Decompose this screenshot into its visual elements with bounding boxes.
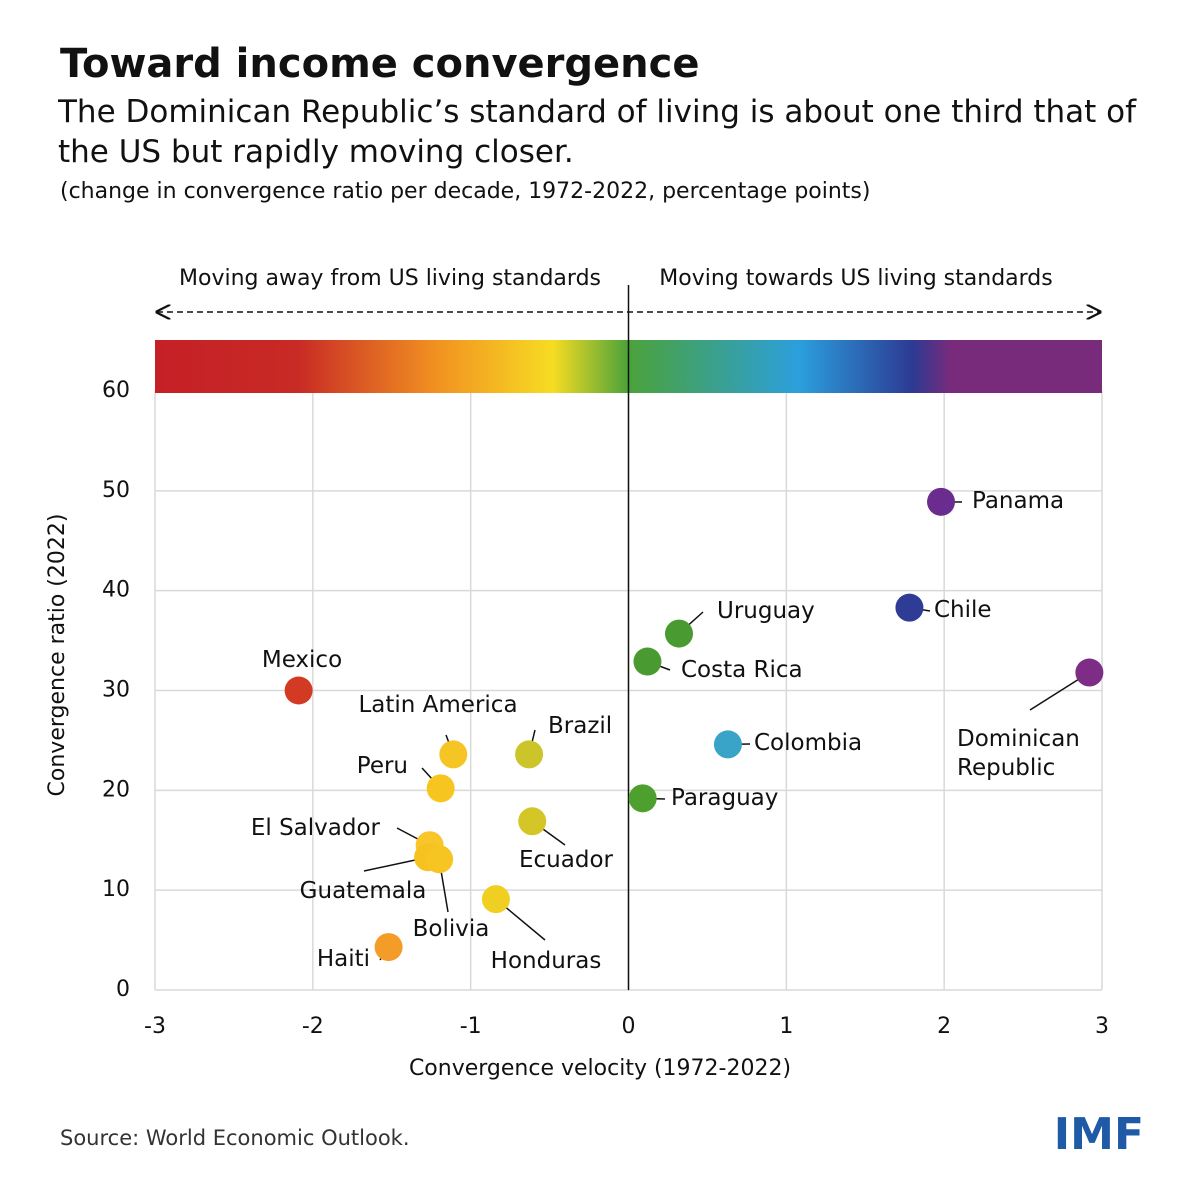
point-label: Colombia	[754, 730, 863, 756]
logo: IMF	[1054, 1109, 1144, 1160]
x-tick-label: -3	[144, 1014, 166, 1039]
x-tick-label: 0	[622, 1014, 636, 1039]
x-tick-label: 3	[1095, 1014, 1109, 1039]
point	[633, 647, 662, 676]
point-label: Chile	[934, 597, 992, 623]
point	[425, 845, 454, 874]
point	[515, 740, 544, 769]
point	[628, 784, 657, 813]
point-label: Paraguay	[671, 785, 779, 811]
x-tick-label: 1	[779, 1014, 793, 1039]
marks	[284, 487, 1104, 962]
point	[284, 676, 313, 705]
x-tick-label: -1	[460, 1014, 482, 1039]
annotation: Moving away from US living standards	[179, 266, 601, 291]
point	[439, 740, 468, 769]
point	[481, 885, 510, 914]
point-label: Bolivia	[412, 916, 490, 942]
point	[665, 619, 694, 648]
y-tick-label: 10	[102, 877, 130, 902]
point	[713, 730, 742, 759]
point	[927, 487, 956, 516]
point	[374, 933, 403, 962]
point-label: Dominican Republic	[957, 726, 1080, 781]
y-tick-label: 50	[102, 478, 130, 503]
subtitle-box: The Dominican Republic’s standard of liv…	[58, 94, 1137, 170]
y-tick-label: 0	[116, 977, 130, 1002]
y-axis-label: Convergence ratio (2022)	[45, 514, 70, 797]
point	[1075, 658, 1104, 687]
y-tick-label: 30	[102, 678, 130, 703]
point-label: Honduras	[490, 948, 602, 974]
point-label: Peru	[356, 753, 408, 779]
point	[426, 774, 455, 803]
y-tick-label: 60	[102, 378, 130, 403]
y-tick-label: 20	[102, 777, 130, 802]
source: Source: World Economic Outlook.	[60, 1126, 410, 1150]
point-label: Panama	[972, 488, 1065, 514]
point-label: El Salvador	[250, 815, 380, 841]
point-label: Costa Rica	[681, 657, 803, 683]
y-tick-label: 40	[102, 578, 130, 603]
x-tick-label: 2	[937, 1014, 951, 1039]
annotation: Moving towards US living standards	[659, 266, 1052, 291]
x-tick-label: -2	[302, 1014, 324, 1039]
point-label: Uruguay	[717, 598, 815, 624]
point	[518, 807, 547, 836]
x-axis-label: Convergence velocity (1972-2022)	[409, 1056, 791, 1081]
point-label: Ecuador	[519, 847, 613, 873]
point-label: Latin America	[358, 692, 518, 718]
chart-title: Toward income convergence	[60, 41, 699, 87]
chart-subtitle: The Dominican Republic’s standard of liv…	[58, 94, 1137, 170]
point-label: Haiti	[316, 946, 370, 972]
point-label: Mexico	[261, 647, 343, 673]
point-label: Brazil	[548, 713, 613, 739]
chart-note: (change in convergence ratio per decade,…	[60, 179, 870, 204]
point-label: Guatemala	[299, 878, 427, 904]
point	[895, 593, 924, 622]
